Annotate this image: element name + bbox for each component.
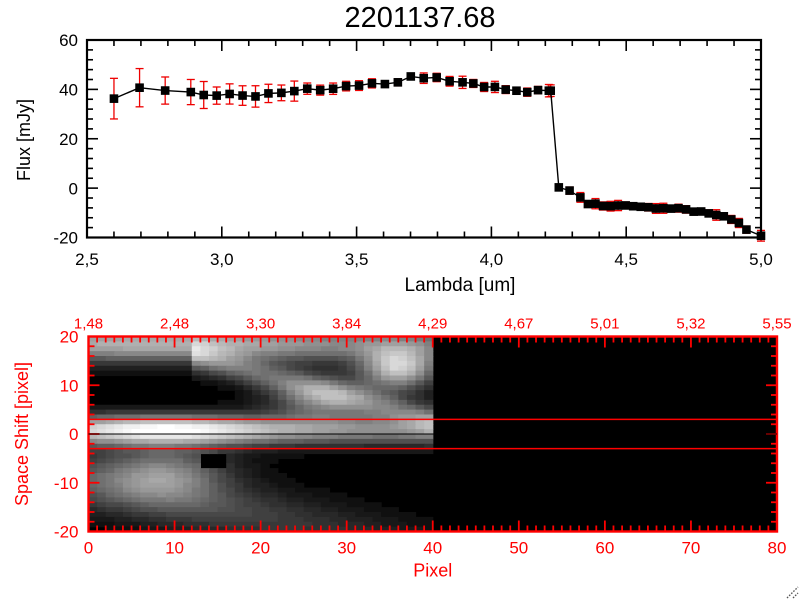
svg-text:4,0: 4,0 xyxy=(480,250,504,269)
svg-text:-20: -20 xyxy=(53,229,78,248)
svg-text:40: 40 xyxy=(423,539,442,558)
svg-text:4,29: 4,29 xyxy=(418,316,447,333)
svg-text:0: 0 xyxy=(69,425,78,444)
svg-text:3,84: 3,84 xyxy=(332,316,361,333)
svg-text:30: 30 xyxy=(337,539,356,558)
svg-text:10: 10 xyxy=(165,539,184,558)
svg-text:3,5: 3,5 xyxy=(345,250,369,269)
svg-text:20: 20 xyxy=(59,130,78,149)
svg-text:2,48: 2,48 xyxy=(160,316,189,333)
svg-text:2,5: 2,5 xyxy=(75,250,99,269)
svg-text:Flux [mJy]: Flux [mJy] xyxy=(14,99,34,181)
svg-text:-20: -20 xyxy=(54,523,79,542)
svg-text:60: 60 xyxy=(59,31,78,50)
svg-text:5,55: 5,55 xyxy=(762,316,791,333)
svg-text:0: 0 xyxy=(69,179,78,198)
svg-text:40: 40 xyxy=(59,81,78,100)
svg-text:Space Shift [pixel]: Space Shift [pixel] xyxy=(12,362,32,506)
svg-text:-10: -10 xyxy=(54,474,79,493)
svg-text:20: 20 xyxy=(251,539,270,558)
svg-text:60: 60 xyxy=(595,539,614,558)
svg-text:2201137.68: 2201137.68 xyxy=(344,2,495,34)
svg-text:4,67: 4,67 xyxy=(504,316,533,333)
svg-text:5,01: 5,01 xyxy=(590,316,619,333)
svg-text:80: 80 xyxy=(768,539,787,558)
svg-text:50: 50 xyxy=(509,539,528,558)
svg-text:Pixel: Pixel xyxy=(413,561,452,581)
svg-text:10: 10 xyxy=(60,376,79,395)
svg-text:5,32: 5,32 xyxy=(676,316,705,333)
svg-text:3,30: 3,30 xyxy=(246,316,275,333)
svg-text:1,48: 1,48 xyxy=(74,316,103,333)
svg-text:70: 70 xyxy=(681,539,700,558)
svg-text:5,0: 5,0 xyxy=(749,250,773,269)
svg-text:0: 0 xyxy=(84,539,93,558)
svg-text:3,0: 3,0 xyxy=(210,250,234,269)
svg-text:4,5: 4,5 xyxy=(614,250,638,269)
svg-text:Lambda [um]: Lambda [um] xyxy=(405,275,516,296)
